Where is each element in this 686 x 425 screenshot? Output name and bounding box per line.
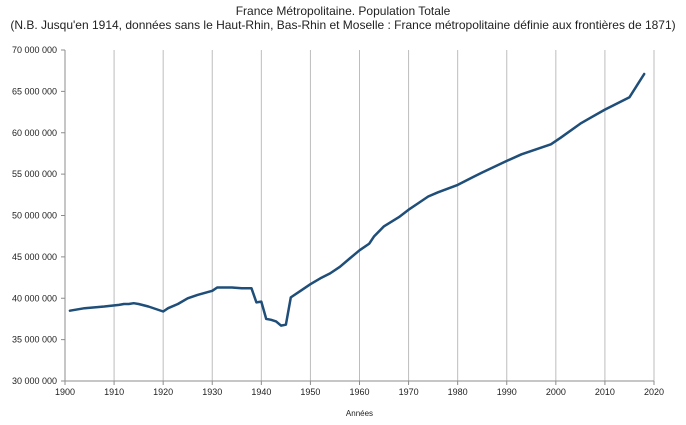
x-tick-label: 2010 xyxy=(595,387,615,397)
data-point xyxy=(407,208,410,211)
y-tick-label: 70 000 000 xyxy=(12,45,57,55)
data-point xyxy=(265,318,268,320)
data-point xyxy=(137,303,140,305)
data-point xyxy=(211,290,214,292)
data-point xyxy=(373,235,376,237)
data-point xyxy=(128,303,130,305)
chart-subtitle: (N.B. Jusqu'en 1914, données sans le Hau… xyxy=(10,18,676,32)
data-point xyxy=(329,272,331,275)
data-point xyxy=(177,303,179,305)
data-point xyxy=(550,143,552,146)
data-point xyxy=(270,318,272,321)
data-point xyxy=(186,297,189,300)
data-point xyxy=(348,257,351,260)
y-tick-label: 30 000 000 xyxy=(12,376,57,386)
data-point xyxy=(132,302,135,305)
x-tick-label: 1960 xyxy=(349,387,369,397)
data-point xyxy=(118,304,120,306)
data-point xyxy=(417,202,420,204)
grid-lines xyxy=(64,50,655,381)
y-tick-label: 60 000 000 xyxy=(12,128,57,138)
data-point xyxy=(589,117,591,119)
data-point xyxy=(471,176,474,179)
data-point xyxy=(383,225,385,228)
data-point xyxy=(289,296,292,299)
x-tick-label: 1910 xyxy=(104,387,124,397)
x-tick-label: 1970 xyxy=(399,387,419,397)
data-point xyxy=(358,249,361,252)
data-point xyxy=(299,290,302,292)
data-point xyxy=(255,301,258,304)
data-point xyxy=(83,307,86,309)
x-tick-label: 1930 xyxy=(202,387,222,397)
data-point xyxy=(628,96,631,98)
data-point xyxy=(285,323,287,326)
y-tick-labels: 30 000 000 35 000 000 40 000 000 45 000 000… xyxy=(12,45,57,386)
y-tick-label: 50 000 000 xyxy=(12,211,57,221)
data-point xyxy=(481,171,484,174)
data-point xyxy=(123,303,125,305)
y-tick-label: 65 000 000 xyxy=(12,86,57,96)
x-tick-label: 1950 xyxy=(300,387,320,397)
data-point xyxy=(69,309,71,312)
data-point xyxy=(319,277,322,280)
data-point xyxy=(368,242,371,245)
y-tick-label: 45 000 000 xyxy=(12,252,57,262)
data-point xyxy=(437,191,439,194)
data-point xyxy=(427,195,430,198)
data-point xyxy=(275,320,277,323)
x-axis-label: Années xyxy=(346,409,373,418)
x-tick-label: 1990 xyxy=(497,387,517,397)
data-point xyxy=(167,307,169,309)
x-tick-label: 2020 xyxy=(644,387,664,397)
data-point xyxy=(339,266,341,268)
data-point xyxy=(196,294,199,296)
data-point xyxy=(240,287,243,290)
x-tick-label: 1900 xyxy=(55,387,75,397)
data-point xyxy=(309,283,312,285)
data-point xyxy=(162,310,164,313)
data-point xyxy=(604,108,606,111)
x-tick-labels: 1900 1910 1920 1930 1940 1950 1960 1970 1980 1990… xyxy=(55,387,664,397)
chart-title: France Métropolitaine. Population Totale xyxy=(235,4,451,18)
data-point xyxy=(280,324,282,327)
data-point xyxy=(103,305,106,308)
series-layer xyxy=(68,72,646,327)
data-point xyxy=(643,73,645,75)
data-point xyxy=(260,300,263,303)
x-tick-label: 1940 xyxy=(251,387,271,397)
population-series-line xyxy=(68,72,646,327)
data-point xyxy=(559,136,562,139)
data-point xyxy=(520,153,523,156)
data-point xyxy=(147,305,150,308)
x-tick-label: 2000 xyxy=(546,387,566,397)
y-tick-label: 55 000 000 xyxy=(12,169,57,179)
y-tick-label: 40 000 000 xyxy=(12,293,57,303)
x-tick-label: 1980 xyxy=(448,387,468,397)
data-point xyxy=(505,160,508,162)
data-point xyxy=(579,122,582,125)
x-tick-label: 1920 xyxy=(153,387,173,397)
data-point xyxy=(221,286,223,289)
data-point xyxy=(216,286,218,289)
data-point xyxy=(250,287,253,290)
data-point xyxy=(231,286,233,289)
axes xyxy=(61,49,655,385)
data-point xyxy=(397,216,400,218)
data-point xyxy=(456,184,459,186)
y-tick-label: 35 000 000 xyxy=(12,335,57,345)
